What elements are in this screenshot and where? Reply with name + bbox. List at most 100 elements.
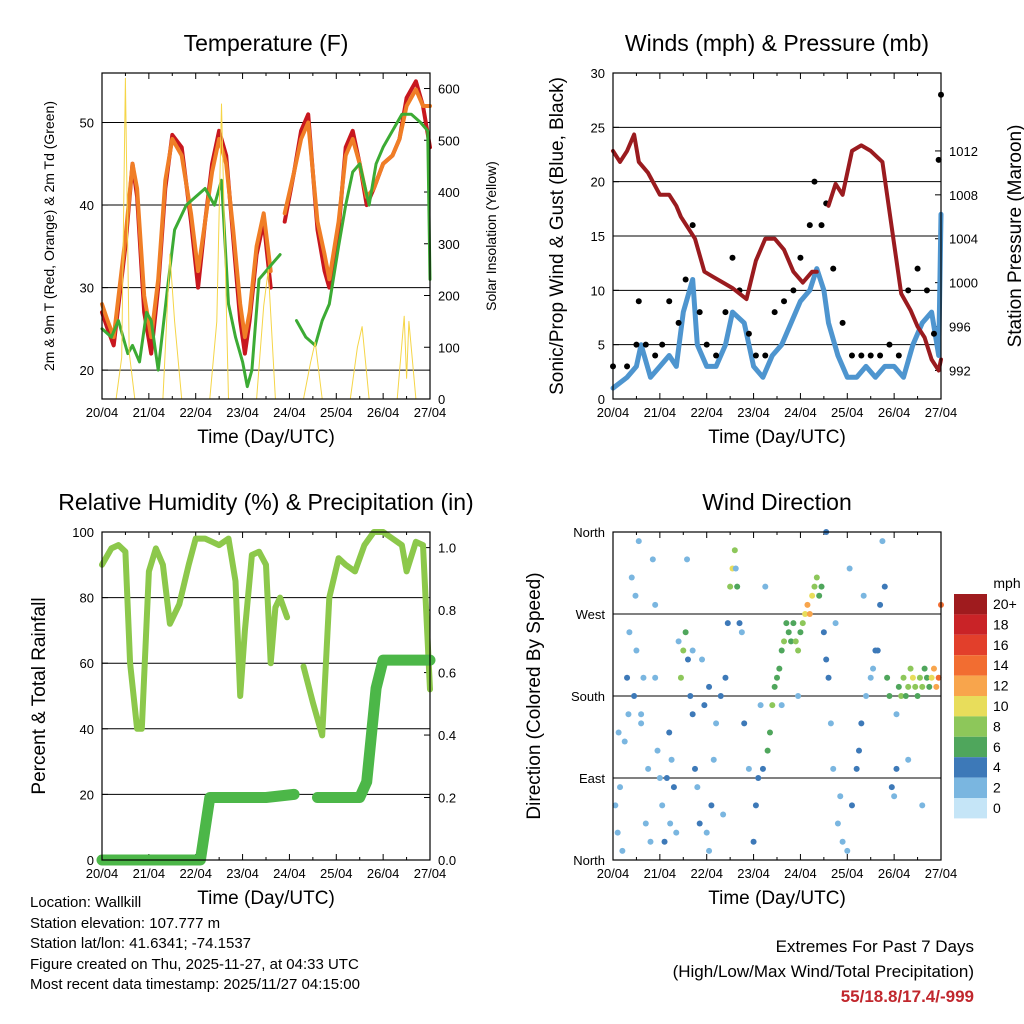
legend-swatch: [954, 696, 987, 717]
direction-point: [827, 720, 834, 727]
direction-point: [638, 720, 645, 727]
direction-point: [720, 811, 727, 818]
y-tick-label: West: [576, 607, 606, 622]
gust-point: [923, 287, 930, 294]
gust-point: [689, 222, 696, 229]
direction-point: [734, 583, 741, 590]
station-elevation: Station elevation: 107.777 m: [30, 914, 221, 932]
gust-point: [818, 222, 825, 229]
direction-point: [638, 711, 645, 718]
direction-point: [809, 592, 816, 599]
y2-tick-label: 500: [438, 133, 460, 148]
legend-label: 12: [993, 678, 1009, 694]
direction-point: [757, 702, 764, 709]
direction-point: [802, 611, 809, 617]
gust-point: [877, 352, 884, 359]
y-tick-label: 10: [591, 283, 605, 298]
direction-point: [708, 802, 715, 809]
direction-point: [769, 702, 776, 709]
direction-point: [659, 802, 666, 809]
legend-swatch: [954, 594, 987, 615]
gust-point: [790, 287, 797, 294]
direction-point: [687, 693, 694, 699]
x-tick-label: 21/04: [133, 405, 166, 420]
direction-points: [612, 529, 944, 854]
y-tick-label: North: [573, 525, 605, 540]
legend-label: 16: [993, 637, 1009, 653]
direction-point: [701, 702, 708, 709]
x-tick-label: 23/04: [737, 405, 770, 420]
direction-point: [759, 765, 766, 772]
direction-point: [905, 756, 912, 763]
direction-point: [752, 802, 759, 809]
y-tick-label: 5: [598, 338, 605, 353]
direction-point: [895, 683, 902, 690]
direction-point: [926, 683, 933, 690]
gust-point: [642, 341, 649, 348]
direction-point: [625, 711, 632, 718]
gust-point: [886, 341, 893, 348]
x-tick-label: 20/04: [597, 405, 630, 420]
plot-frame: [101, 72, 431, 400]
direction-point: [741, 720, 748, 727]
y-tick-label: North: [573, 853, 605, 868]
direction-point: [677, 674, 684, 681]
direction-point: [656, 775, 663, 781]
y2-tick-label: 0.8: [438, 603, 456, 618]
gust-point: [895, 352, 902, 359]
series-line: [610, 211, 944, 391]
direction-point: [785, 629, 792, 636]
speed-legend: mph 20+ 18 16 14 12 10 8 6 4 2 0: [954, 575, 1021, 819]
direction-point: [696, 820, 703, 827]
direction-point: [684, 656, 691, 663]
x-tick-label: 27/04: [925, 866, 958, 881]
station-latlon: Station lat/lon: 41.6341; -74.1537: [30, 935, 252, 952]
series-line: [100, 112, 432, 389]
direction-point: [619, 847, 626, 854]
direction-point: [635, 538, 642, 545]
gust-point: [703, 341, 710, 348]
direction-point: [649, 556, 656, 563]
series-total-precipitation: [96, 654, 436, 866]
y-tick-label: 100: [72, 525, 94, 540]
direction-point: [813, 574, 820, 581]
gust-point: [633, 341, 640, 348]
x-tick-label: 22/04: [179, 405, 212, 420]
direction-point: [799, 620, 806, 627]
legend-swatch: [954, 634, 987, 656]
extremes-title: Extremes For Past 7 Days: [775, 937, 974, 956]
direction-point: [776, 665, 783, 672]
y-axis-label: 2m & 9m T (Red, Orange) & 2m Td (Green): [41, 101, 57, 371]
gust-point: [806, 222, 813, 229]
x-axis-label: Time (Day/UTC): [197, 427, 335, 448]
y-tick-label: 20: [591, 175, 605, 190]
chart-rh: 20/04 21/04 22/04 23/04 24/04 25/04 26/04 27/04…: [29, 489, 474, 909]
direction-point: [816, 592, 823, 599]
direction-point: [633, 647, 640, 654]
direction-point: [755, 775, 762, 781]
direction-point: [668, 756, 675, 763]
plot-frame: [612, 531, 942, 861]
y-tick-label: South: [571, 689, 605, 704]
legend-swatch: [954, 655, 987, 676]
figure-created: Figure created on Thu, 2025-11-27, at 04…: [30, 955, 359, 973]
direction-point: [860, 592, 867, 599]
direction-point: [661, 838, 668, 845]
direction-point: [919, 683, 926, 690]
y-tick-label: 0: [87, 853, 94, 868]
gust-point: [797, 254, 804, 261]
direction-point: [834, 820, 841, 827]
gust-point: [830, 265, 837, 272]
direction-point: [774, 674, 780, 681]
direction-point: [632, 592, 639, 599]
gust-point: [713, 352, 720, 359]
direction-point: [706, 683, 713, 690]
gust-point: [848, 352, 855, 359]
y2-tick-label: 0.4: [438, 728, 456, 743]
legend-title: mph: [993, 575, 1020, 591]
gust-point: [930, 330, 937, 337]
y-tick-label: 60: [80, 656, 94, 671]
legend-label: 10: [993, 698, 1009, 714]
direction-point: [916, 674, 923, 681]
direction-point: [706, 847, 713, 854]
